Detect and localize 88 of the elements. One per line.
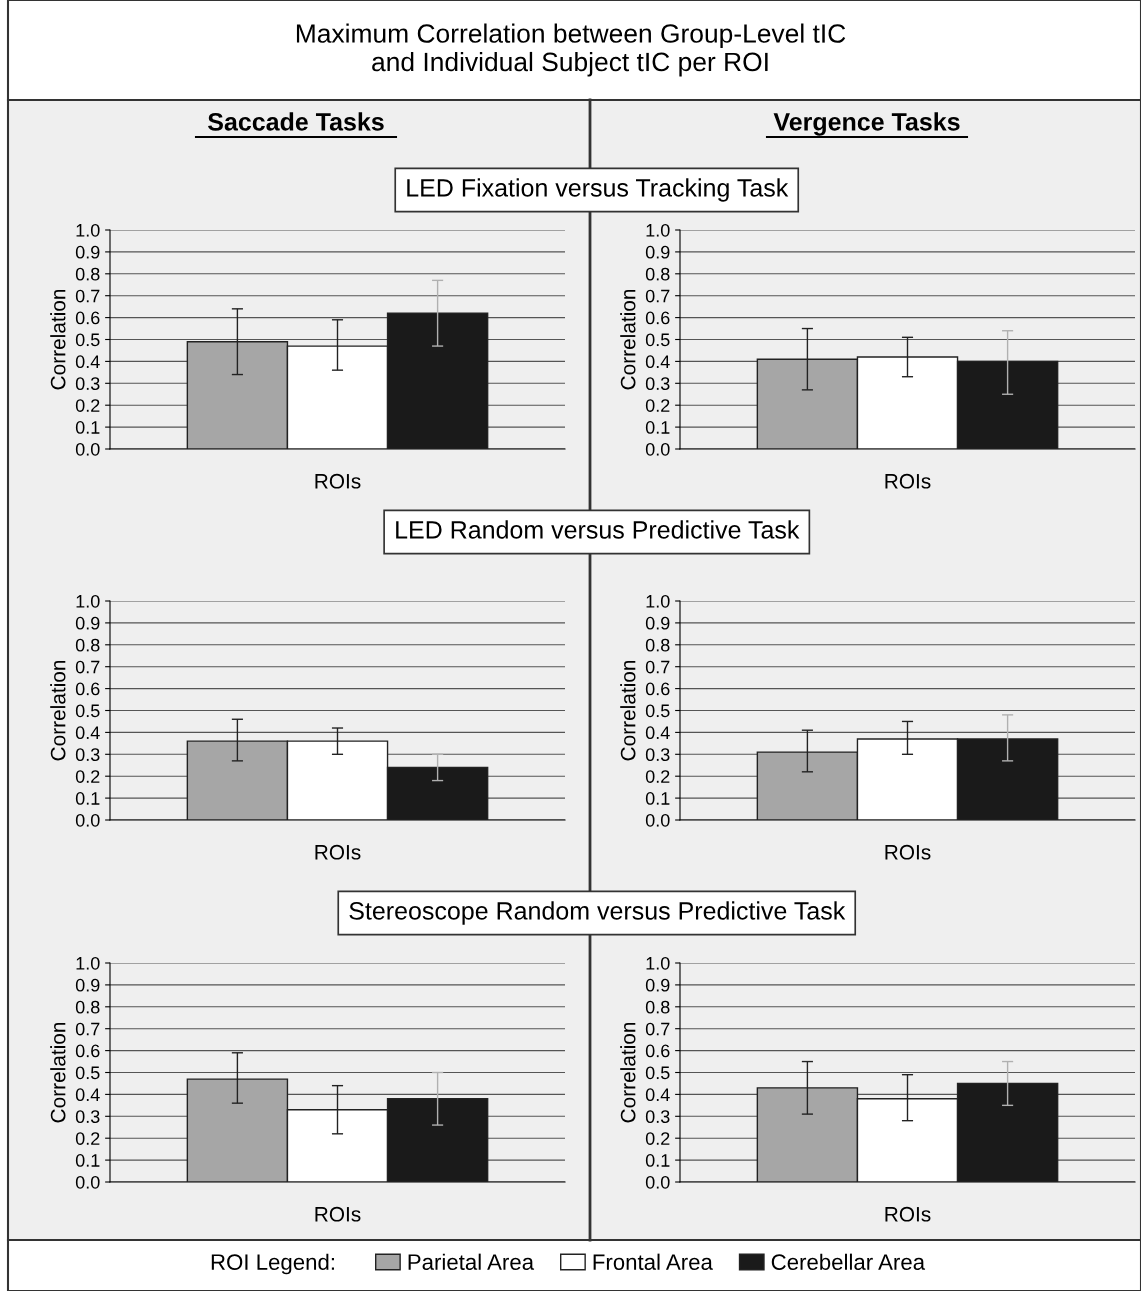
y-tick-label: 0.4 <box>645 726 670 740</box>
y-tick-label: 0.0 <box>75 813 100 827</box>
y-tick-label: 0.3 <box>75 377 100 391</box>
y-tick-label: 0.4 <box>75 355 100 369</box>
y-tick-label: 0.8 <box>645 638 670 652</box>
y-tick-label: 0.1 <box>75 421 100 434</box>
y-tick-label: 0.3 <box>75 1110 100 1124</box>
x-axis-title: ROIs <box>885 844 931 860</box>
x-axis-title: ROIs <box>315 473 361 489</box>
y-tick-label: 1.0 <box>646 594 670 608</box>
chart-subtitle: Vergence Tasks <box>773 112 960 136</box>
y-tick-label: 0.0 <box>645 813 670 827</box>
chart-subtitle: Saccade Tasks <box>208 112 384 131</box>
chart-title: LED Random versus Predictive Task <box>396 520 800 539</box>
y-tick-label: 0.8 <box>75 267 100 281</box>
y-tick-label: 0.6 <box>75 311 100 325</box>
y-tick-label: 0.9 <box>75 616 100 630</box>
y-tick-label: 0.1 <box>75 1154 100 1167</box>
y-tick-label: 0.7 <box>75 660 100 674</box>
x-axis-title: ROIs <box>315 1206 361 1222</box>
y-tick-label: 0.9 <box>645 616 670 630</box>
y-tick-label: 0.4 <box>75 726 100 740</box>
text: Maximum Correlation between Group-Level tIC and Individual Subject tIC per ROI <box>296 23 846 77</box>
y-tick-label: 0.6 <box>75 1044 100 1058</box>
y-tick-label: 0.9 <box>645 245 670 259</box>
y-tick-label: 0.7 <box>75 289 100 303</box>
y-tick-label: 0.6 <box>75 682 100 696</box>
y-tick-label: 0.7 <box>75 1022 100 1036</box>
y-tick-label: 0.8 <box>75 1000 100 1014</box>
y-axis-title: Correlation <box>620 660 636 761</box>
y-tick-label: 0.7 <box>645 1022 670 1036</box>
legend-label: Parietal Area <box>408 1253 535 1270</box>
y-tick-label: 0.2 <box>75 1132 100 1145</box>
x-axis-title: ROIs <box>885 1206 931 1222</box>
x-axis-title: ROIs <box>885 473 931 489</box>
y-tick-label: 0.8 <box>75 638 100 652</box>
y-tick-label: 0.5 <box>75 704 100 718</box>
y-tick-label: 0.5 <box>75 1066 100 1080</box>
y-tick-label: 0.7 <box>645 660 670 674</box>
legend-label: Cerebellar Area <box>771 1253 926 1270</box>
y-tick-label: 0.0 <box>645 442 670 456</box>
y-axis-title: Correlation <box>620 1022 636 1123</box>
y-tick-label: 0.6 <box>645 1044 670 1058</box>
y-tick-label: 0.0 <box>645 1175 670 1189</box>
y-axis-title: Correlation <box>620 289 636 390</box>
y-axis-title: Correlation <box>50 289 66 390</box>
y-tick-label: 0.9 <box>75 978 100 992</box>
y-tick-label: 0.5 <box>75 333 100 347</box>
y-tick-label: 0.9 <box>645 978 670 992</box>
y-tick-label: 0.3 <box>645 377 670 391</box>
y-axis-title: Correlation <box>50 1022 66 1123</box>
y-tick-label: 0.0 <box>75 442 100 456</box>
y-tick-label: 0.4 <box>75 1088 100 1102</box>
y-tick-label: 1.0 <box>76 223 100 237</box>
y-tick-label: 0.2 <box>645 1132 670 1145</box>
y-tick-label: 0.6 <box>645 682 670 696</box>
y-tick-label: 0.3 <box>645 1110 670 1124</box>
y-tick-label: 0.1 <box>645 421 670 434</box>
y-tick-label: 0.8 <box>645 267 670 281</box>
y-tick-label: 0.2 <box>75 770 100 783</box>
y-axis-title: Correlation <box>50 660 66 761</box>
y-tick-label: 1.0 <box>76 594 100 608</box>
legend-title: ROI Legend: <box>211 1253 334 1275</box>
y-tick-label: 1.0 <box>76 956 100 970</box>
y-tick-label: 0.3 <box>645 748 670 762</box>
y-tick-label: 0.1 <box>645 1154 670 1167</box>
y-tick-label: 0.3 <box>75 748 100 762</box>
y-tick-label: 0.2 <box>645 770 670 783</box>
y-tick-label: 1.0 <box>646 956 670 970</box>
y-tick-label: 0.4 <box>645 355 670 369</box>
y-tick-label: 1.0 <box>646 223 670 237</box>
y-tick-label: 0.2 <box>75 399 100 412</box>
y-tick-label: 0.2 <box>645 399 670 412</box>
x-axis-title: ROIs <box>315 844 361 860</box>
chart-title: Stereoscope Random versus Predictive Task <box>349 901 846 925</box>
y-tick-label: 0.0 <box>75 1175 100 1189</box>
y-tick-label: 0.8 <box>645 1000 670 1014</box>
y-tick-label: 0.5 <box>645 1066 670 1080</box>
y-tick-label: 0.1 <box>645 792 670 805</box>
legend-label: Frontal Area <box>593 1253 713 1270</box>
y-tick-label: 0.5 <box>645 333 670 347</box>
y-tick-label: 0.9 <box>75 245 100 259</box>
y-tick-label: 0.7 <box>645 289 670 303</box>
y-tick-label: 0.5 <box>645 704 670 718</box>
y-tick-label: 0.1 <box>75 792 100 805</box>
y-tick-label: 0.4 <box>645 1088 670 1102</box>
y-tick-label: 0.6 <box>645 311 670 325</box>
chart-title: LED Fixation versus Tracking Task <box>407 178 789 202</box>
